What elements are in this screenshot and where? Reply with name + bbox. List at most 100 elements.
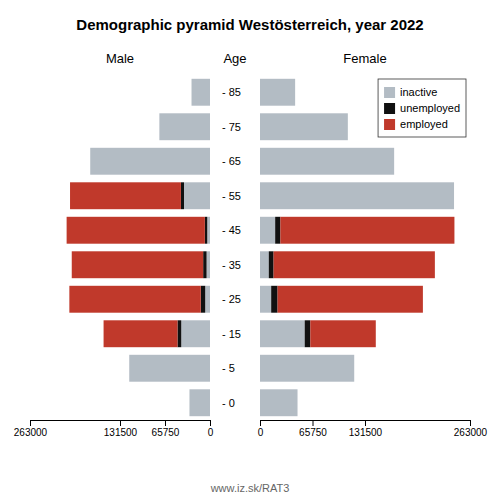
bar-segment xyxy=(201,286,205,313)
tick: 65750 xyxy=(299,420,327,438)
legend-label: inactive xyxy=(400,86,437,98)
bar-segment xyxy=(260,286,271,313)
axis-title: Age xyxy=(223,51,246,66)
tick-label: 0 xyxy=(208,427,214,438)
bar-segment xyxy=(191,79,192,106)
tick: 65750 xyxy=(152,420,180,438)
bar-segment xyxy=(72,251,203,278)
x-axis: 263000 131500 65750 0 xyxy=(14,420,214,438)
tick-mark xyxy=(210,420,211,426)
bar-segment xyxy=(181,320,210,347)
bar-segment xyxy=(177,320,181,347)
bar-segment xyxy=(275,217,280,244)
bar-segment xyxy=(280,217,454,244)
bar-segment xyxy=(310,320,375,347)
bars xyxy=(260,79,454,416)
bar-segment xyxy=(305,320,311,347)
panel-label: Male xyxy=(106,51,134,66)
bar-segment xyxy=(90,148,210,175)
legend-box xyxy=(378,79,466,137)
bar-segment xyxy=(347,113,348,140)
bar-segment xyxy=(271,286,277,313)
legend: inactive unemployed employed xyxy=(378,79,466,137)
tick-mark xyxy=(30,420,31,426)
bars xyxy=(67,79,210,416)
category-label: - 45 xyxy=(222,224,241,236)
bar-segment xyxy=(260,113,348,140)
bar-segment xyxy=(90,148,91,175)
bar-segment xyxy=(90,148,91,175)
bar-segment xyxy=(260,148,394,175)
axis-line xyxy=(261,421,471,427)
bar-segment xyxy=(159,113,160,140)
bar-segment xyxy=(205,286,210,313)
category-label: - 75 xyxy=(222,121,241,133)
bar-segment xyxy=(129,355,130,382)
title: Demographic pyramid Westösterreich, year… xyxy=(76,16,423,33)
tick: 0 xyxy=(208,420,214,438)
category-label: - 85 xyxy=(222,86,241,98)
category-label: - 25 xyxy=(222,293,241,305)
bar-segment xyxy=(192,79,210,106)
tick: 0 xyxy=(258,420,264,438)
tick: 263000 xyxy=(454,420,488,438)
tick-label: 131500 xyxy=(104,427,138,438)
bar-segment xyxy=(207,217,210,244)
bar-segment xyxy=(394,148,395,175)
category-label: - 55 xyxy=(222,190,241,202)
bar-segment xyxy=(260,389,298,416)
category-label: - 0 xyxy=(222,397,235,409)
legend-label: employed xyxy=(400,118,448,130)
category-label: - 65 xyxy=(222,155,241,167)
chart: 263000 131500 65750 0 Male 0 65750 131500 263000… xyxy=(0,0,500,500)
bar-segment xyxy=(297,389,298,416)
category-label: - 5 xyxy=(222,362,235,374)
bar-segment xyxy=(260,217,275,244)
legend-swatch xyxy=(384,87,395,98)
bar-segment xyxy=(260,320,305,347)
bar-segment xyxy=(159,113,210,140)
bar-segment xyxy=(181,182,184,209)
legend-swatch xyxy=(384,119,395,130)
tick-label: 65750 xyxy=(299,427,327,438)
footer: www.iz.sk/RAT3 xyxy=(210,482,290,494)
bar-segment xyxy=(189,389,190,416)
tick-mark xyxy=(313,420,314,426)
tick-label: 263000 xyxy=(454,427,488,438)
bar-segment xyxy=(278,286,423,313)
bar-segment xyxy=(207,251,210,278)
tick-label: 0 xyxy=(258,427,264,438)
x-axis: 065750131500263000 xyxy=(258,420,488,438)
bar-segment xyxy=(189,389,190,416)
bar-segment xyxy=(203,251,206,278)
bar-segment xyxy=(67,217,205,244)
tick-mark xyxy=(470,420,471,426)
bar-segment xyxy=(269,251,274,278)
tick-label: 263000 xyxy=(14,427,48,438)
bar-segment xyxy=(297,389,298,416)
bar-segment xyxy=(191,79,192,106)
bar-segment xyxy=(274,251,435,278)
bar-segment xyxy=(104,320,178,347)
bar-segment xyxy=(295,79,296,106)
bar-segment xyxy=(295,79,296,106)
tick-mark xyxy=(120,420,121,426)
bar-segment xyxy=(394,148,395,175)
tick-mark xyxy=(365,420,366,426)
tick: 131500 xyxy=(104,420,138,438)
category-labels: - 0- 5- 15- 25- 35- 45- 55- 65- 75- 85 xyxy=(222,86,241,409)
legend-swatch xyxy=(384,103,395,114)
tick: 263000 xyxy=(14,420,48,438)
bar-segment xyxy=(70,182,181,209)
legend-label: unemployed xyxy=(400,102,460,114)
bar-segment xyxy=(129,355,130,382)
bar-segment xyxy=(205,217,207,244)
bar-segment xyxy=(159,113,160,140)
bar-segment xyxy=(189,389,210,416)
bar-segment xyxy=(454,182,455,209)
category-label: - 35 xyxy=(222,259,241,271)
tick-mark xyxy=(165,420,166,426)
bar-segment xyxy=(260,251,269,278)
bar-segment xyxy=(454,182,455,209)
bar-segment xyxy=(184,182,210,209)
